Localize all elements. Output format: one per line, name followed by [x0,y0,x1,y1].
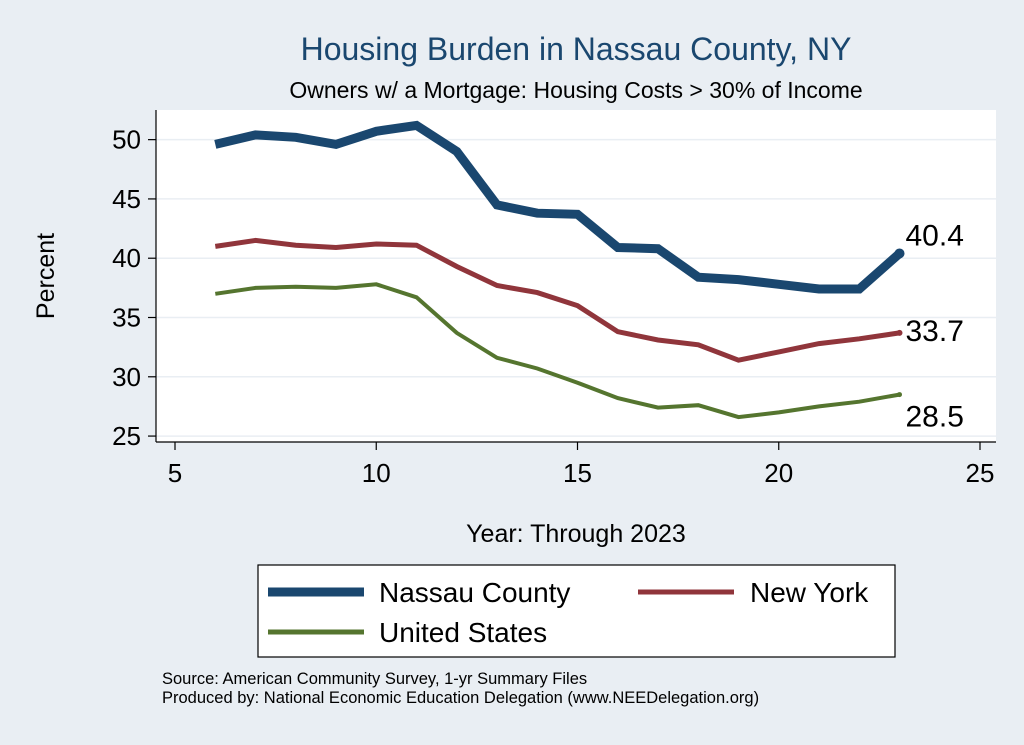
series-end-point-nassau-county [894,248,905,259]
legend-label-new-york: New York [750,577,869,608]
y-tick-label: 35 [112,303,141,333]
source-note: Source: American Community Survey, 1-yr … [162,670,588,688]
series-line-united-states [215,282,900,420]
series-end-point-united-states [897,392,902,398]
legend-box [257,564,896,658]
y-axis-label: Percent [32,233,60,319]
series-line-nassau-county [214,120,903,294]
end-label-new-york: 33.7 [906,315,964,348]
y-tick-label: 50 [112,125,141,155]
grid-lines [156,138,996,437]
series-end-point-new-york [896,329,903,336]
chart: Housing Burden in Nassau County, NY Owne… [32,31,996,658]
end-label-united-states: 28.5 [906,401,964,434]
end-labels: 40.4 33.7 28.5 [906,219,964,433]
y-tick-label: 45 [112,184,141,214]
axes [155,110,996,443]
end-label-nassau-county: 40.4 [906,219,964,252]
series-lines [214,120,905,420]
y-ticks: 25 30 35 40 45 50 [112,125,156,451]
series-line-new-york [214,237,900,363]
chart-subtitle: Owners w/ a Mortgage: Housing Costs > 30… [289,77,862,103]
x-tick-label: 15 [563,458,592,488]
x-ticks: 5 10 15 20 25 [168,442,995,488]
x-tick-label: 10 [362,458,391,488]
y-tick-label: 30 [112,362,141,392]
chart-title: Housing Burden in Nassau County, NY [301,31,852,67]
x-axis-label: Year: Through 2023 [466,520,686,548]
x-tick-label: 20 [764,458,793,488]
x-tick-label: 25 [966,458,995,488]
footer: Source: American Community Survey, 1-yr … [162,670,759,708]
y-tick-label: 25 [112,421,141,451]
plot-area [156,110,996,442]
legend: Nassau County New York United States [257,564,896,658]
producer-note: Produced by: National Economic Education… [162,689,760,707]
legend-label-nassau-county: Nassau County [379,577,570,608]
y-tick-label: 40 [112,243,141,273]
x-tick-label: 5 [168,458,182,488]
legend-label-united-states: United States [379,617,547,648]
